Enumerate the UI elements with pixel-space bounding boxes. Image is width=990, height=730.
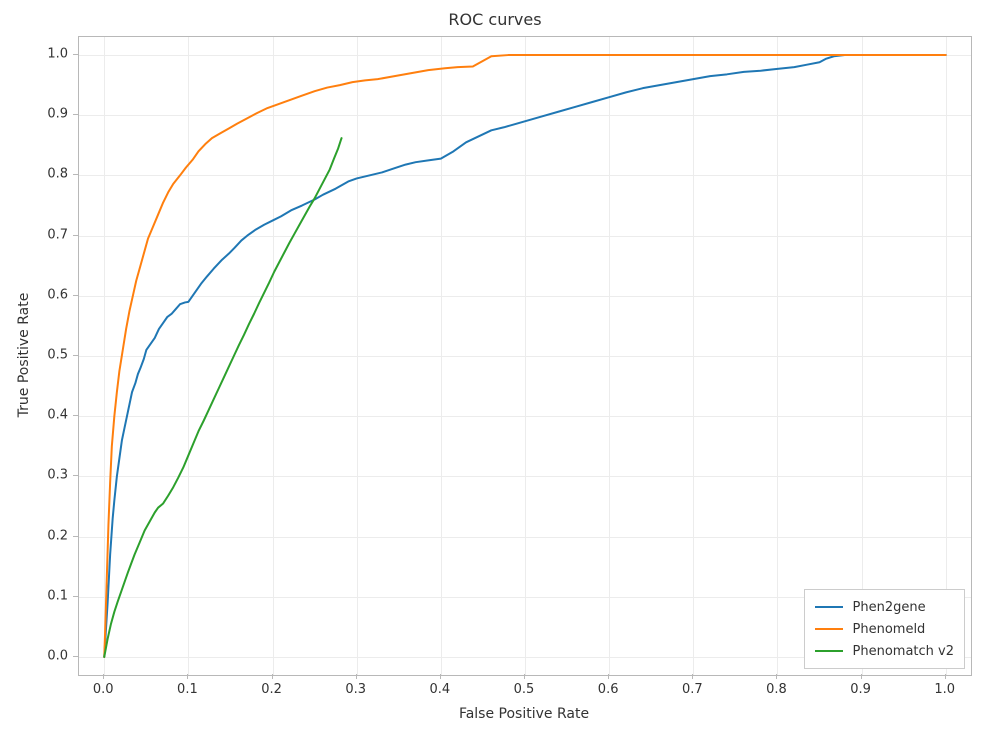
y-tick-mark (73, 295, 78, 296)
legend-swatch (815, 650, 843, 652)
x-tick-label: 0.3 (345, 682, 366, 697)
x-tick-label: 1.0 (934, 682, 955, 697)
chart-title: ROC curves (0, 10, 990, 29)
y-tick-mark (73, 54, 78, 55)
legend-item: Phenomeld (815, 618, 954, 640)
series-line (104, 55, 946, 657)
y-tick-label: 0.0 (47, 648, 68, 663)
y-tick-label: 0.9 (47, 107, 68, 122)
legend: Phen2gene Phenomeld Phenomatch v2 (804, 589, 965, 669)
x-tick-label: 0.6 (598, 682, 619, 697)
y-tick-mark (73, 114, 78, 115)
figure: ROC curves True Positive Rate False Posi… (0, 0, 990, 730)
y-tick-mark (73, 235, 78, 236)
x-axis-label: False Positive Rate (459, 706, 589, 722)
y-tick-mark (73, 475, 78, 476)
x-tick-label: 0.0 (93, 682, 114, 697)
series-svg (79, 37, 971, 675)
y-tick-label: 0.8 (47, 167, 68, 182)
legend-label: Phenomatch v2 (853, 644, 954, 659)
y-tick-label: 0.3 (47, 468, 68, 483)
series-line (104, 138, 341, 657)
legend-swatch (815, 628, 843, 630)
legend-item: Phen2gene (815, 596, 954, 618)
y-tick-mark (73, 656, 78, 657)
series-line (104, 55, 946, 657)
y-tick-mark (73, 536, 78, 537)
y-tick-label: 0.6 (47, 287, 68, 302)
x-tick-label: 0.2 (261, 682, 282, 697)
y-tick-label: 0.7 (47, 227, 68, 242)
x-tick-label: 0.5 (514, 682, 535, 697)
x-tick-label: 0.8 (766, 682, 787, 697)
x-tick-label: 0.7 (682, 682, 703, 697)
x-tick-label: 0.4 (430, 682, 451, 697)
y-tick-label: 1.0 (47, 47, 68, 62)
legend-item: Phenomatch v2 (815, 640, 954, 662)
legend-label: Phen2gene (853, 600, 926, 615)
x-tick-label: 0.1 (177, 682, 198, 697)
y-tick-mark (73, 355, 78, 356)
y-tick-mark (73, 415, 78, 416)
y-tick-label: 0.5 (47, 348, 68, 363)
y-tick-mark (73, 174, 78, 175)
y-tick-label: 0.2 (47, 528, 68, 543)
y-tick-mark (73, 596, 78, 597)
legend-label: Phenomeld (853, 622, 926, 637)
plot-area: Phen2gene Phenomeld Phenomatch v2 (78, 36, 972, 676)
y-tick-label: 0.1 (47, 588, 68, 603)
legend-swatch (815, 606, 843, 608)
y-tick-label: 0.4 (47, 408, 68, 423)
y-axis-label: True Positive Rate (16, 293, 32, 418)
x-tick-label: 0.9 (850, 682, 871, 697)
